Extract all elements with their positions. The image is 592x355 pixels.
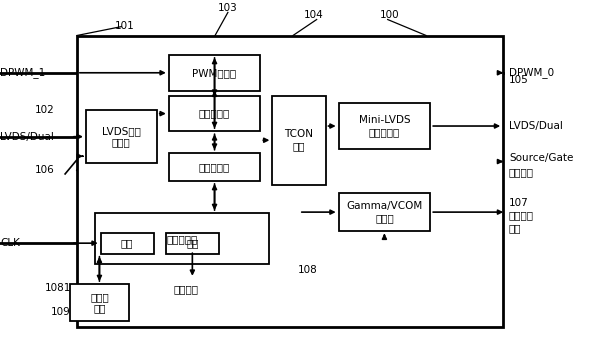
Text: 第二存
储器: 第二存 储器 [90, 292, 109, 313]
Text: 总线: 总线 [509, 223, 522, 233]
Text: Mini-LVDS
信号发送端: Mini-LVDS 信号发送端 [359, 115, 410, 137]
Text: 1081: 1081 [44, 283, 71, 293]
Text: 102: 102 [34, 105, 54, 115]
Text: DPWM_1: DPWM_1 [0, 67, 45, 78]
Text: 109: 109 [52, 307, 71, 317]
Bar [272, 96, 326, 185]
Text: LVDS信号
接收端: LVDS信号 接收端 [102, 126, 141, 147]
Text: LVDS/Dual: LVDS/Dual [509, 121, 563, 131]
Text: 103: 103 [218, 3, 238, 13]
Text: PWM控制器: PWM控制器 [192, 68, 237, 78]
Text: 主机: 主机 [121, 238, 134, 248]
Text: 驱动控制: 驱动控制 [509, 167, 534, 177]
Text: 图像处理器: 图像处理器 [199, 109, 230, 119]
Text: 104: 104 [304, 10, 324, 20]
Text: 107: 107 [509, 198, 529, 208]
Text: CLK: CLK [0, 238, 20, 248]
Bar [70, 284, 129, 321]
Text: 从机: 从机 [186, 238, 198, 248]
Text: 控制寄存器: 控制寄存器 [166, 234, 198, 244]
Bar [77, 36, 503, 327]
Text: DPWM_0: DPWM_0 [509, 67, 554, 78]
Bar [95, 213, 269, 264]
Text: 108: 108 [298, 265, 318, 275]
Bar [339, 103, 430, 149]
Text: 101: 101 [114, 21, 134, 31]
Bar [86, 110, 157, 163]
Text: 通用串行: 通用串行 [509, 211, 534, 221]
Text: 105: 105 [509, 75, 529, 85]
Bar [166, 233, 219, 254]
Text: Source/Gate: Source/Gate [509, 153, 574, 163]
Bar [169, 153, 260, 181]
Text: Gamma/VCOM
控制器: Gamma/VCOM 控制器 [346, 201, 423, 223]
Bar [339, 193, 430, 231]
Bar [169, 55, 260, 91]
Bar [169, 96, 260, 131]
Text: 第一存储器: 第一存储器 [199, 162, 230, 172]
Text: TCON
后端: TCON 后端 [284, 130, 313, 151]
Text: LVDS/Dual: LVDS/Dual [0, 132, 54, 142]
Text: 串行总线: 串行总线 [174, 284, 199, 294]
Text: 100: 100 [379, 10, 399, 20]
Text: 106: 106 [34, 165, 54, 175]
Bar [101, 233, 154, 254]
